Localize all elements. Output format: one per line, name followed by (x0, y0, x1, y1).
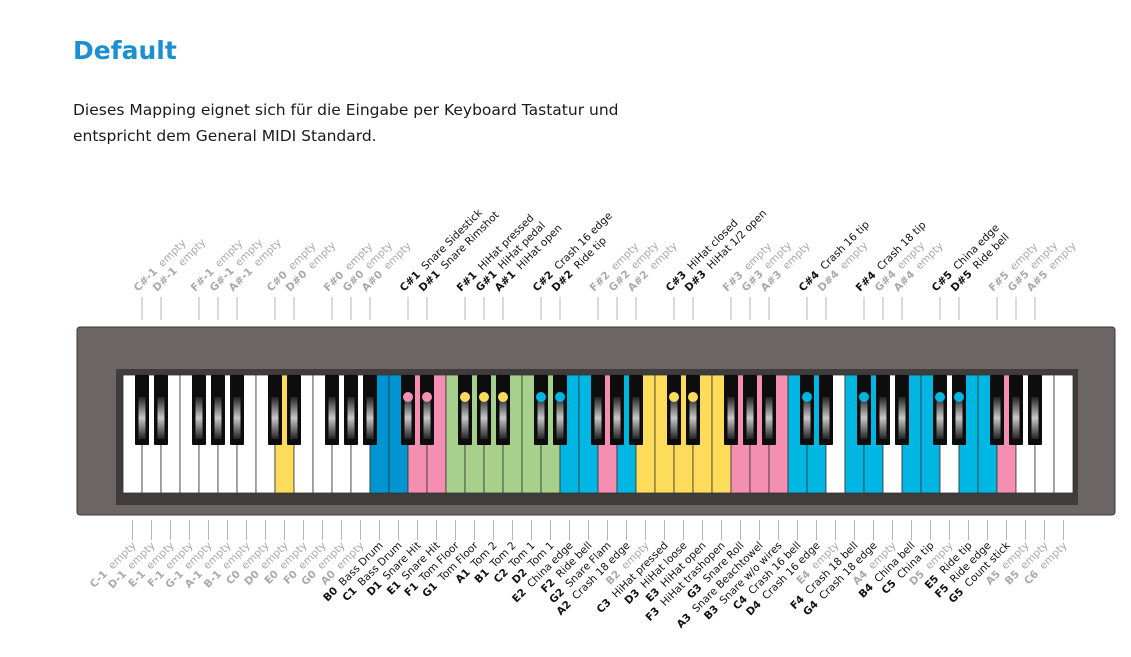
mapping-dot (859, 392, 869, 402)
mapping-dot (460, 392, 470, 402)
black-key-highlight (328, 397, 336, 439)
black-key-highlight (993, 397, 1001, 439)
black-key-highlight (670, 397, 678, 439)
black-key-highlight (499, 397, 507, 439)
mapping-dot (688, 392, 698, 402)
mapping-dot (479, 392, 489, 402)
mapping-dot (422, 392, 432, 402)
black-key-highlight (632, 397, 640, 439)
black-keys (135, 375, 1042, 445)
black-key-highlight (214, 397, 222, 439)
black-key-highlight (556, 397, 564, 439)
black-key-highlight (727, 397, 735, 439)
black-key-highlight (803, 397, 811, 439)
white-key-c6[interactable] (1053, 374, 1074, 494)
mapping-dot (403, 392, 413, 402)
description-line-2: entspricht dem General MIDI Standard. (73, 127, 377, 145)
black-key-highlight (290, 397, 298, 439)
black-key-highlight (594, 397, 602, 439)
black-key-highlight (233, 397, 241, 439)
black-key-highlight (746, 397, 754, 439)
black-key-highlight (613, 397, 621, 439)
black-key-highlight (1012, 397, 1020, 439)
black-key-highlight (537, 397, 545, 439)
black-key-highlight (404, 397, 412, 439)
black-key-highlight (765, 397, 773, 439)
mapping-dot (536, 392, 546, 402)
black-key-highlight (157, 397, 165, 439)
black-key-highlight (271, 397, 279, 439)
black-key-highlight (955, 397, 963, 439)
black-key-highlight (860, 397, 868, 439)
page-description: Dieses Mapping eignet sich für die Einga… (73, 97, 713, 149)
black-key-highlight (480, 397, 488, 439)
mapping-dot (498, 392, 508, 402)
black-key-highlight (879, 397, 887, 439)
black-key-highlight (347, 397, 355, 439)
description-line-1: Dieses Mapping eignet sich für die Einga… (73, 101, 619, 119)
mapping-dot (555, 392, 565, 402)
mapping-dot (669, 392, 679, 402)
mapping-dot (802, 392, 812, 402)
page-title: Default (73, 36, 177, 65)
mapping-dot (954, 392, 964, 402)
black-key-highlight (138, 397, 146, 439)
black-key-highlight (822, 397, 830, 439)
black-key-highlight (366, 397, 374, 439)
black-key-highlight (689, 397, 697, 439)
black-key-highlight (898, 397, 906, 439)
black-key-highlight (423, 397, 431, 439)
black-key-highlight (1031, 397, 1039, 439)
mapping-dot (935, 392, 945, 402)
black-key-highlight (936, 397, 944, 439)
black-key-highlight (461, 397, 469, 439)
black-key-highlight (195, 397, 203, 439)
